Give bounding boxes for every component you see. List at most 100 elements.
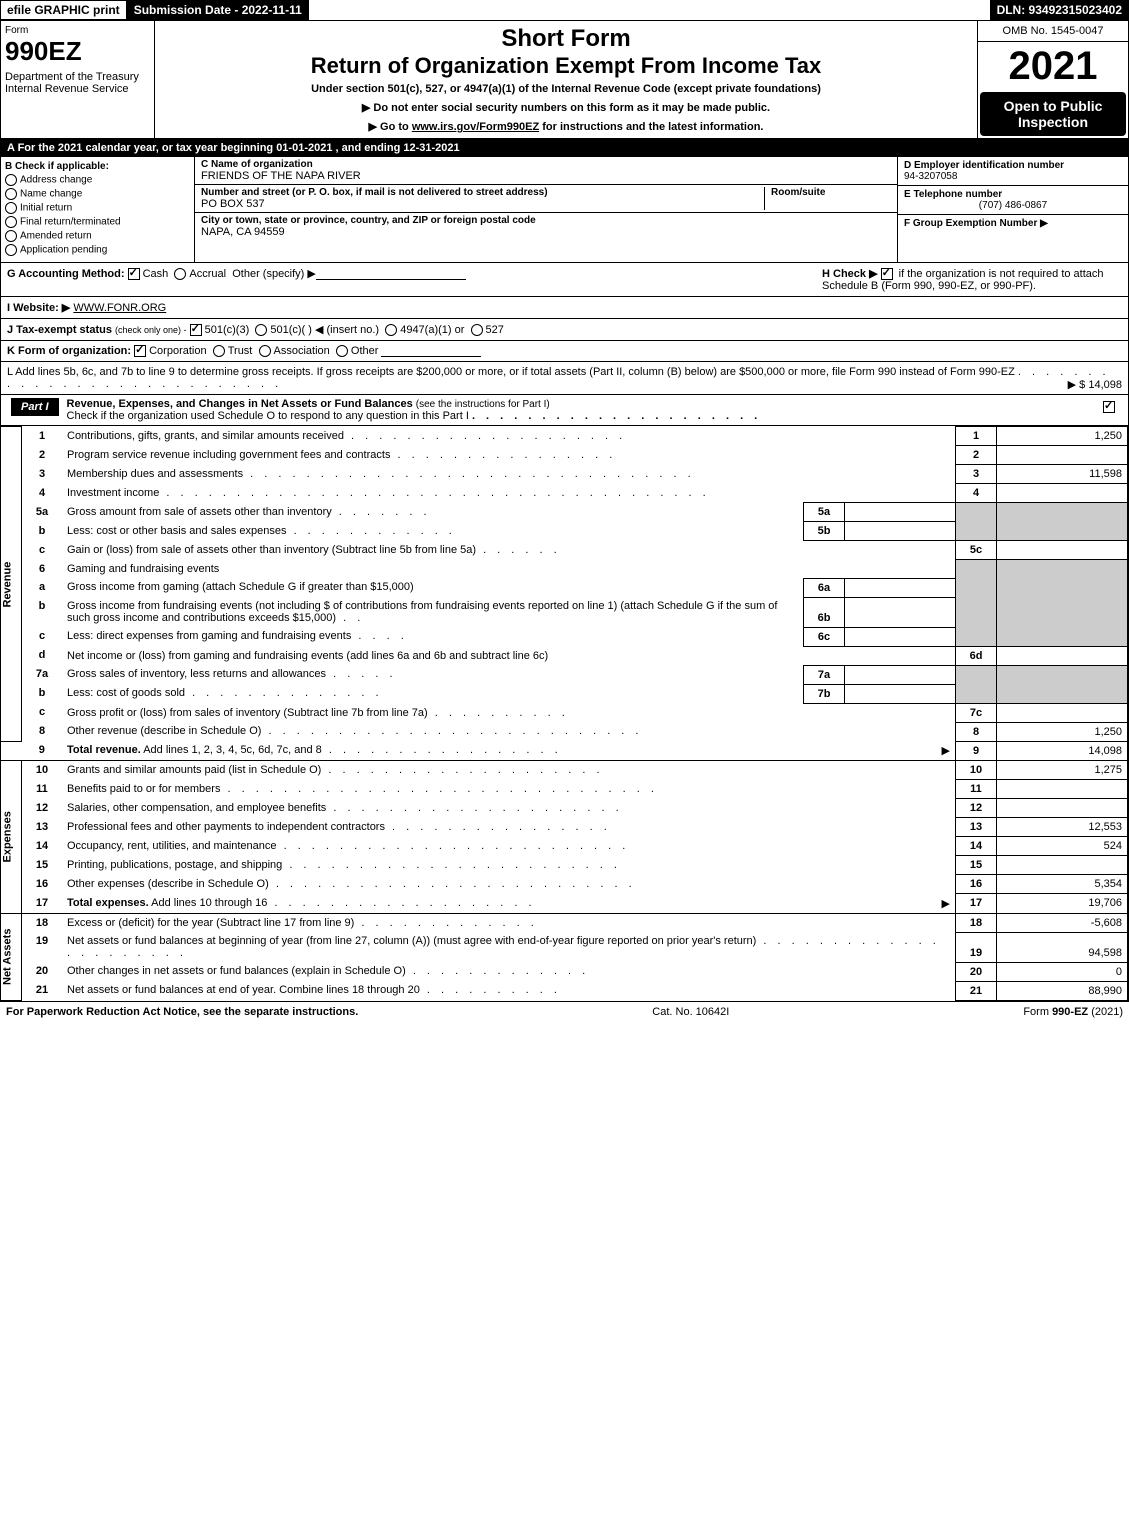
section-a: A For the 2021 calendar year, or tax yea… — [1, 139, 1128, 157]
street-label: Number and street (or P. O. box, if mail… — [201, 187, 764, 198]
tax-exempt-note: (check only one) - — [115, 325, 187, 335]
revenue-vertical-label: Revenue — [1, 427, 22, 742]
radio-501c[interactable] — [255, 324, 267, 336]
line-5a: 5a Gross amount from sale of assets othe… — [1, 503, 1128, 522]
section-b: B Check if applicable: Address change Na… — [1, 157, 195, 262]
radio-icon[interactable] — [5, 230, 17, 242]
section-g: G Accounting Method: Cash Accrual Other … — [7, 267, 802, 292]
city-label: City or town, state or province, country… — [201, 215, 536, 226]
radio-icon[interactable] — [5, 188, 17, 200]
line-12: 12 Salaries, other compensation, and emp… — [1, 799, 1128, 818]
dots: . . . . . . . . . . . . . . . . . . . . … — [472, 410, 761, 422]
part1-checkline: Check if the organization used Schedule … — [67, 410, 469, 422]
efile-print: efile GRAPHIC print — [0, 0, 127, 20]
part1-label: Part I — [11, 398, 59, 416]
info-grid: B Check if applicable: Address change Na… — [1, 157, 1128, 263]
line-4: 4 Investment income . . . . . . . . . . … — [1, 484, 1128, 503]
line-11: 11 Benefits paid to or for members . . .… — [1, 780, 1128, 799]
city-value: NAPA, CA 94559 — [201, 226, 536, 238]
radio-4947[interactable] — [385, 324, 397, 336]
form-container: Form 990EZ Department of the Treasury In… — [0, 20, 1129, 1002]
line-1: Revenue 1 Contributions, gifts, grants, … — [1, 427, 1128, 446]
line-6: 6 Gaming and fundraising events — [1, 560, 1128, 579]
section-l: L Add lines 5b, 6c, and 7b to line 9 to … — [1, 362, 1128, 395]
line-13: 13 Professional fees and other payments … — [1, 818, 1128, 837]
line-7c: c Gross profit or (loss) from sales of i… — [1, 703, 1128, 722]
page-footer: For Paperwork Reduction Act Notice, see … — [0, 1002, 1129, 1022]
no-ssn-warning: ▶ Do not enter social security numbers o… — [159, 101, 973, 114]
street-value: PO BOX 537 — [201, 198, 764, 210]
checkbox-schedule-o[interactable] — [1103, 401, 1115, 413]
section-e: E Telephone number (707) 486-0867 — [898, 186, 1128, 215]
goto-link[interactable]: www.irs.gov/Form990EZ — [412, 121, 539, 133]
line-7a: 7a Gross sales of inventory, less return… — [1, 665, 1128, 684]
submission-date: Submission Date - 2022-11-11 — [127, 0, 309, 20]
form-org-label: K Form of organization: — [7, 345, 131, 357]
other-org-blank[interactable] — [381, 356, 481, 357]
radio-other-org[interactable] — [336, 345, 348, 357]
section-k: K Form of organization: Corporation Trus… — [1, 341, 1128, 362]
form-number: 990EZ — [5, 36, 150, 67]
checkbox-cash[interactable] — [128, 268, 140, 280]
department: Department of the Treasury Internal Reve… — [5, 71, 150, 95]
line-3: 3 Membership dues and assessments . . . … — [1, 465, 1128, 484]
radio-icon[interactable] — [5, 244, 17, 256]
part1-header: Part I Revenue, Expenses, and Changes in… — [1, 395, 1128, 426]
section-c: C Name of organization FRIENDS OF THE NA… — [195, 157, 897, 262]
open-public-badge: Open to Public Inspection — [980, 92, 1126, 136]
checkbox-501c3[interactable] — [190, 324, 202, 336]
header-center: Short Form Return of Organization Exempt… — [155, 21, 977, 138]
under-section: Under section 501(c), 527, or 4947(a)(1)… — [159, 83, 973, 95]
line-9: 9 Total revenue. Add lines 1, 2, 3, 4, 5… — [1, 741, 1128, 761]
arrow-icon: ▶ — [942, 897, 950, 910]
radio-icon[interactable] — [5, 202, 17, 214]
line-15: 15 Printing, publications, postage, and … — [1, 856, 1128, 875]
tax-exempt-label: J Tax-exempt status — [7, 324, 112, 336]
room-label: Room/suite — [771, 187, 891, 198]
org-name-label: C Name of organization — [201, 159, 891, 170]
section-gh: G Accounting Method: Cash Accrual Other … — [1, 263, 1128, 297]
footer-right: Form 990-EZ (2021) — [1023, 1006, 1123, 1018]
checkbox-schedule-b[interactable] — [881, 268, 893, 280]
line-19: 19 Net assets or fund balances at beginn… — [1, 932, 1128, 962]
other-specify-blank[interactable] — [316, 279, 466, 280]
accounting-method-label: G Accounting Method: — [7, 268, 125, 280]
radio-accrual[interactable] — [174, 268, 186, 280]
website-value[interactable]: WWW.FONR.ORG — [73, 302, 166, 314]
line-10: Expenses 10 Grants and similar amounts p… — [1, 761, 1128, 780]
ein-value: 94-3207058 — [904, 171, 1122, 182]
radio-association[interactable] — [259, 345, 271, 357]
form-header: Form 990EZ Department of the Treasury In… — [1, 21, 1128, 139]
line-21: 21 Net assets or fund balances at end of… — [1, 981, 1128, 1000]
part1-title: Revenue, Expenses, and Changes in Net As… — [67, 398, 1093, 422]
goto-prefix: ▶ Go to — [369, 121, 412, 133]
section-i: I Website: ▶ WWW.FONR.ORG — [1, 297, 1128, 319]
footer-left: For Paperwork Reduction Act Notice, see … — [6, 1006, 358, 1018]
section-h: H Check ▶ if the organization is not req… — [802, 267, 1122, 292]
radio-trust[interactable] — [213, 345, 225, 357]
line-18: Net Assets 18 Excess or (deficit) for th… — [1, 913, 1128, 932]
return-title: Return of Organization Exempt From Incom… — [159, 53, 973, 79]
section-d: D Employer identification number 94-3207… — [898, 157, 1128, 186]
top-bar-left: efile GRAPHIC print Submission Date - 20… — [0, 0, 309, 20]
line-2: 2 Program service revenue including gove… — [1, 446, 1128, 465]
goto-suffix: for instructions and the latest informat… — [539, 121, 763, 133]
radio-icon[interactable] — [5, 174, 17, 186]
phone-label: E Telephone number — [904, 189, 1122, 200]
option-address-change: Address change — [5, 174, 190, 186]
radio-icon[interactable] — [5, 216, 17, 228]
checkbox-corporation[interactable] — [134, 345, 146, 357]
dln: DLN: 93492315023402 — [990, 0, 1129, 20]
header-left: Form 990EZ Department of the Treasury In… — [1, 21, 155, 138]
line-17: 17 Total expenses. Add lines 10 through … — [1, 894, 1128, 914]
section-b-title: B Check if applicable: — [5, 161, 190, 172]
phone-value: (707) 486-0867 — [904, 200, 1122, 211]
radio-527[interactable] — [471, 324, 483, 336]
ein-label: D Employer identification number — [904, 160, 1122, 171]
line-14: 14 Occupancy, rent, utilities, and maint… — [1, 837, 1128, 856]
option-name-change: Name change — [5, 188, 190, 200]
group-exemption-label: F Group Exemption Number ▶ — [904, 218, 1122, 229]
goto-line: ▶ Go to www.irs.gov/Form990EZ for instru… — [159, 120, 973, 133]
option-amended-return: Amended return — [5, 230, 190, 242]
section-h-prefix: H Check ▶ — [822, 268, 878, 280]
